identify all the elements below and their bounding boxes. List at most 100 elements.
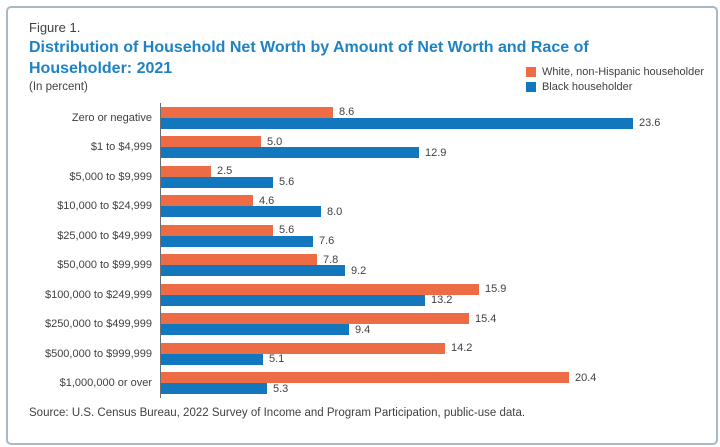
bar-white	[161, 313, 469, 325]
chart-row: $1,000,000 or over 20.4 5.3	[8, 368, 716, 398]
category-label: Zero or negative	[71, 111, 152, 124]
bar-value-label: 5.3	[273, 382, 289, 395]
category-label: $1 to $4,999	[90, 141, 152, 154]
bar-white	[161, 342, 445, 354]
bar-value-label: 12.9	[425, 146, 447, 159]
bar-value-label: 2.5	[217, 165, 233, 178]
legend-label-white: White, non-Hispanic householder	[541, 66, 704, 78]
category-label: $5,000 to $9,999	[69, 170, 152, 183]
bar-line: 9.4	[161, 323, 716, 336]
bar-group: 8.6 23.6	[160, 103, 716, 133]
bar-white	[161, 165, 211, 177]
bar-line: 13.2	[161, 294, 716, 307]
bar-white	[161, 372, 569, 384]
bar-line: 9.2	[161, 264, 716, 277]
bar-group: 4.6 8.0	[160, 191, 716, 221]
bar-value-label: 8.6	[339, 106, 355, 119]
legend-entry-black: Black householder	[525, 81, 704, 93]
bar-value-label: 9.4	[355, 323, 371, 336]
bar-black	[161, 117, 633, 129]
bar-value-label: 14.2	[451, 342, 473, 355]
bar-line: 4.6	[161, 194, 716, 207]
chart-row: $5,000 to $9,999 2.5 5.6	[8, 162, 716, 192]
chart-title: Distribution of Household Net Worth by A…	[29, 37, 719, 79]
category-label: $25,000 to $49,999	[57, 229, 152, 242]
bar-line: 20.4	[161, 371, 716, 384]
category-label: $250,000 to $499,999	[44, 318, 152, 331]
bar-black	[161, 147, 419, 159]
legend-label-black: Black householder	[541, 81, 633, 93]
bar-white	[161, 106, 333, 118]
bar-line: 14.2	[161, 342, 716, 355]
legend-swatch-white-icon	[525, 67, 536, 77]
bar-line: 15.9	[161, 283, 716, 296]
category-label: $50,000 to $99,999	[57, 259, 152, 272]
chart-row: $25,000 to $49,999 5.6 7.6	[8, 221, 716, 251]
chart-row: $500,000 to $999,999 14.2 5.1	[8, 339, 716, 369]
bar-white	[161, 136, 261, 148]
bar-line: 15.4	[161, 312, 716, 325]
bar-value-label: 7.6	[319, 235, 335, 248]
bar-black	[161, 206, 321, 218]
bar-value-label: 13.2	[431, 294, 453, 307]
chart-title-line-2: Householder: 2021	[29, 60, 173, 77]
bar-black	[161, 294, 425, 306]
bar-black	[161, 265, 345, 277]
bar-line: 2.5	[161, 165, 716, 178]
bar-group: 2.5 5.6	[160, 162, 716, 192]
bar-black	[161, 176, 273, 188]
bar-line: 7.8	[161, 253, 716, 266]
bar-value-label: 4.6	[259, 194, 275, 207]
bar-black	[161, 383, 267, 395]
bar-black	[161, 324, 349, 336]
bar-value-label: 5.6	[279, 224, 295, 237]
chart-row: $1 to $4,999 5.0 12.9	[8, 132, 716, 162]
bar-value-label: 5.6	[279, 176, 295, 189]
bar-value-label: 5.1	[269, 353, 285, 366]
chart-row: $250,000 to $499,999 15.4 9.4	[8, 309, 716, 339]
bar-white	[161, 254, 317, 266]
bar-line: 8.6	[161, 106, 716, 119]
chart: Zero or negative 8.6 23.6 $1 to $4,999 5.0 12…	[8, 103, 716, 398]
chart-title-line-1: Distribution of Household Net Worth by A…	[29, 39, 589, 56]
legend: White, non-Hispanic householder Black ho…	[525, 66, 704, 96]
bar-value-label: 15.9	[485, 283, 507, 296]
chart-subtitle: (In percent)	[29, 81, 88, 93]
bar-value-label: 23.6	[639, 117, 661, 130]
bar-black	[161, 353, 263, 365]
category-label: $1,000,000 or over	[59, 377, 152, 390]
bar-value-label: 9.2	[351, 264, 367, 277]
chart-row: $50,000 to $99,999 7.8 9.2	[8, 250, 716, 280]
bar-white	[161, 195, 253, 207]
legend-entry-white: White, non-Hispanic householder	[525, 66, 704, 78]
bar-group: 14.2 5.1	[160, 339, 716, 369]
bar-value-label: 15.4	[475, 312, 497, 325]
chart-row: $10,000 to $24,999 4.6 8.0	[8, 191, 716, 221]
bar-group: 15.4 9.4	[160, 309, 716, 339]
bar-line: 7.6	[161, 235, 716, 248]
category-label: $100,000 to $249,999	[44, 288, 152, 301]
bar-group: 20.4 5.3	[160, 368, 716, 398]
figure-label: Figure 1.	[29, 20, 81, 35]
bar-line: 5.3	[161, 382, 716, 395]
chart-row: Zero or negative 8.6 23.6	[8, 103, 716, 133]
bar-line: 5.1	[161, 353, 716, 366]
bar-line: 5.6	[161, 224, 716, 237]
bar-group: 5.0 12.9	[160, 132, 716, 162]
bar-line: 5.6	[161, 176, 716, 189]
bar-black	[161, 235, 313, 247]
figure-card: Figure 1. Distribution of Household Net …	[6, 6, 718, 445]
bar-line: 23.6	[161, 117, 716, 130]
bar-value-label: 20.4	[575, 371, 597, 384]
bar-group: 5.6 7.6	[160, 221, 716, 251]
source-note: Source: U.S. Census Bureau, 2022 Survey …	[29, 407, 526, 419]
category-label: $500,000 to $999,999	[44, 347, 152, 360]
bar-line: 5.0	[161, 135, 716, 148]
bar-value-label: 8.0	[327, 205, 343, 218]
bar-white	[161, 224, 273, 236]
category-label: $10,000 to $24,999	[57, 200, 152, 213]
bar-value-label: 7.8	[323, 253, 339, 266]
bar-white	[161, 283, 479, 295]
bar-value-label: 5.0	[267, 135, 283, 148]
